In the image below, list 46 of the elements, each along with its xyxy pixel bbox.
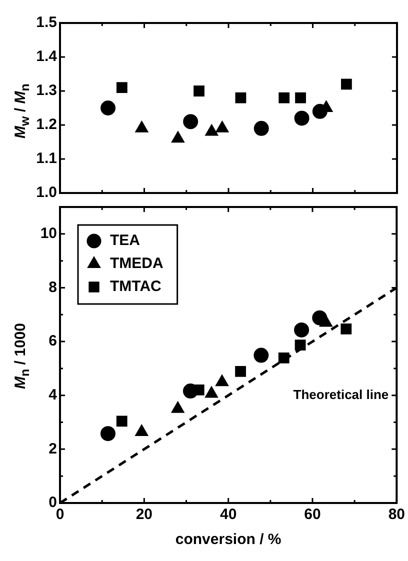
point xyxy=(116,82,128,94)
point xyxy=(278,92,290,104)
point xyxy=(235,366,246,377)
legend-label: TMEDA xyxy=(110,255,164,272)
point xyxy=(100,426,116,442)
point xyxy=(183,114,198,130)
point xyxy=(294,322,310,338)
point xyxy=(216,120,229,132)
legend-label: TEA xyxy=(110,232,140,250)
point xyxy=(254,120,269,136)
y-tick-label: 6 xyxy=(48,332,57,350)
y-tick-label: 2 xyxy=(48,440,57,458)
point xyxy=(294,110,310,126)
point xyxy=(278,352,290,364)
y-tick-label: 1.0 xyxy=(36,184,57,202)
point xyxy=(171,131,185,143)
point xyxy=(194,86,204,96)
point xyxy=(340,323,352,334)
point xyxy=(312,310,328,326)
point xyxy=(312,104,328,119)
point xyxy=(135,120,148,132)
point xyxy=(205,124,218,136)
point xyxy=(254,348,269,363)
y-tick-label: 10 xyxy=(40,225,57,242)
y-tick-label: 8 xyxy=(48,278,57,296)
y-tick-label: 1.3 xyxy=(36,82,57,100)
y-tick-label: 0 xyxy=(48,494,57,512)
x-tick-label: 60 xyxy=(304,506,321,524)
x-tick-label: 20 xyxy=(136,506,153,524)
point xyxy=(294,340,306,350)
y-tick-label: 1.4 xyxy=(36,48,58,66)
legend-label: TMTAC xyxy=(110,278,162,296)
x-axis-title: conversion / % xyxy=(175,531,282,548)
y-tick-label: 4 xyxy=(48,386,58,404)
x-tick-label: 40 xyxy=(220,506,237,524)
y-tick-label: 1.1 xyxy=(36,150,57,168)
text: Theoretical line xyxy=(293,386,389,402)
point xyxy=(182,384,198,399)
point xyxy=(295,92,306,104)
point xyxy=(341,78,352,90)
point xyxy=(100,100,116,116)
point xyxy=(235,92,246,104)
point xyxy=(116,416,128,427)
y-tick-label: 1.2 xyxy=(36,116,57,134)
x-tick-label: 80 xyxy=(388,506,405,524)
y-tick-label: 1.5 xyxy=(36,14,57,32)
